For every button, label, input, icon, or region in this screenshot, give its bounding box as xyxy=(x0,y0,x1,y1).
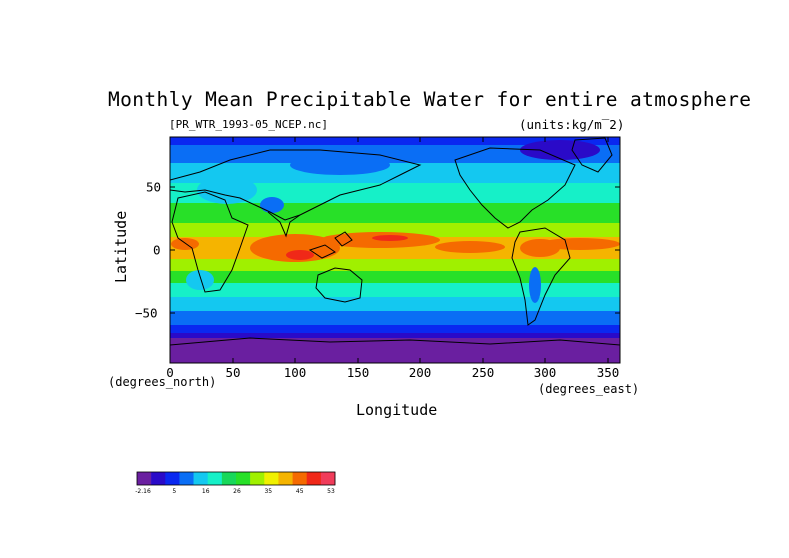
y-axis-label-wrap: Latitude xyxy=(112,211,132,363)
colorbar-swatch xyxy=(207,472,223,485)
colorbar-frame xyxy=(136,471,336,486)
x-tick-label: 350 xyxy=(596,365,620,380)
colorbar-swatch xyxy=(320,472,336,485)
colorbar-swatch xyxy=(278,472,293,485)
y-tick-label: −50 xyxy=(135,305,158,321)
colorbar-swatch xyxy=(250,472,265,485)
colorbar-swatch xyxy=(292,472,308,485)
colorbar-swatch xyxy=(193,472,209,485)
colorbar-tick-label: 45 xyxy=(296,488,304,495)
colorbar-swatch xyxy=(137,472,152,485)
colorbar-swatch xyxy=(179,472,194,485)
x-axis-ticks xyxy=(169,137,620,363)
colorbar-tick-label: 5 xyxy=(172,488,176,495)
colorbar-swatch xyxy=(306,472,322,485)
colorbar-tick-label: 26 xyxy=(233,488,241,495)
colorbar-swatch xyxy=(221,472,237,485)
x-tick-label: 150 xyxy=(346,365,370,380)
colorbar-tick-label: 35 xyxy=(264,488,272,495)
units-label: (units:kg/m‾2) xyxy=(519,117,625,132)
x-tick-label: 0 xyxy=(166,365,174,380)
colorbar-tick-label: -2.16 xyxy=(135,488,151,495)
coastlines xyxy=(170,137,620,346)
colorbar-swatch xyxy=(264,472,279,485)
y-tick-label: 0 xyxy=(153,242,161,258)
y-tick-label: 50 xyxy=(146,179,162,195)
x-tick-label: 300 xyxy=(533,365,557,380)
y-axis-label: Latitude xyxy=(112,210,130,283)
colorbar-tick-label: 53 xyxy=(327,488,335,495)
colorbar: -2.16 5 16 26 35 45 53 xyxy=(135,471,336,495)
precipitable-water-field xyxy=(170,137,620,363)
x-tick-label: 250 xyxy=(471,365,495,380)
x-tick-label: 200 xyxy=(408,365,432,380)
x-axis-label: Longitude xyxy=(356,401,438,419)
x-units-label: (degrees_east) xyxy=(538,382,640,396)
x-tick-label: 100 xyxy=(283,365,307,380)
y-units-label: (degrees_north) xyxy=(108,375,217,389)
colorbar-tick-label: 16 xyxy=(202,488,210,495)
colorbar-swatch xyxy=(151,472,166,485)
file-label: [PR_WTR_1993-05_NCEP.nc] xyxy=(169,118,328,131)
x-tick-label: 50 xyxy=(225,365,241,380)
colorbar-swatch xyxy=(236,472,251,485)
colorbar-swatch xyxy=(165,472,180,485)
chart-title: Monthly Mean Precipitable Water for enti… xyxy=(108,88,752,111)
